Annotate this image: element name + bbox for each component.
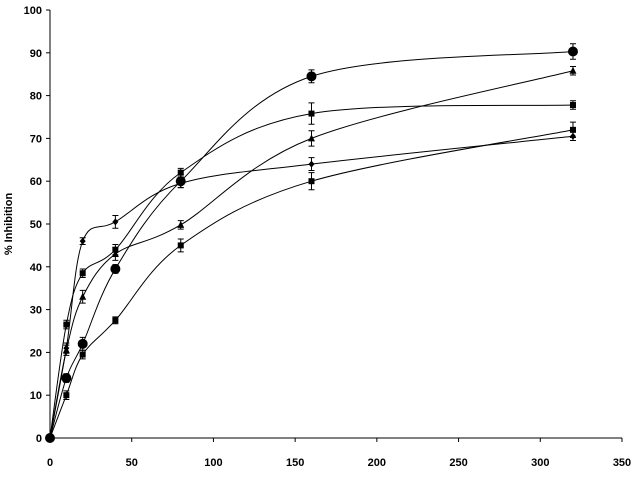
marker [62,346,70,354]
marker [569,102,576,109]
marker [567,46,578,57]
marker [111,249,119,257]
marker [569,66,577,74]
marker [308,178,315,185]
x-tick-label: 200 [368,457,386,469]
x-tick-label: 350 [613,457,631,469]
marker [307,134,315,142]
y-tick-label: 80 [30,91,42,103]
marker [306,71,317,82]
marker [79,270,86,277]
marker [308,160,315,168]
marker [63,392,70,399]
y-tick-label: 0 [36,433,42,445]
series-line [49,129,574,439]
marker [177,169,184,176]
y-tick-label: 20 [30,347,42,359]
y-tick-label: 100 [24,5,42,17]
marker [112,317,119,324]
x-tick-label: 100 [204,457,222,469]
marker [77,338,88,349]
marker [177,220,185,228]
y-tick-label: 40 [30,262,42,274]
series-line [49,51,574,439]
y-tick-label: 50 [30,219,42,231]
x-tick-label: 150 [286,457,304,469]
marker [177,242,184,249]
marker [79,237,86,245]
y-tick-label: 10 [30,390,42,402]
y-tick-label: 30 [30,305,42,317]
marker [308,110,315,117]
y-tick-label: 90 [30,48,42,60]
x-tick-label: 300 [531,457,549,469]
marker [61,373,72,384]
marker [79,351,86,358]
marker [110,263,121,274]
series-line [49,104,573,439]
marker [569,126,576,133]
marker [79,292,87,300]
x-tick-label: 50 [126,457,138,469]
series-line [49,70,574,439]
y-tick-label: 70 [30,133,42,145]
marker [175,176,186,187]
marker [112,218,119,226]
x-tick-label: 250 [449,457,467,469]
marker [63,321,70,328]
marker [47,435,53,441]
x-tick-label: 0 [47,457,53,469]
y-tick-label: 60 [30,176,42,188]
y-axis-label: % Inhibition [3,193,15,256]
